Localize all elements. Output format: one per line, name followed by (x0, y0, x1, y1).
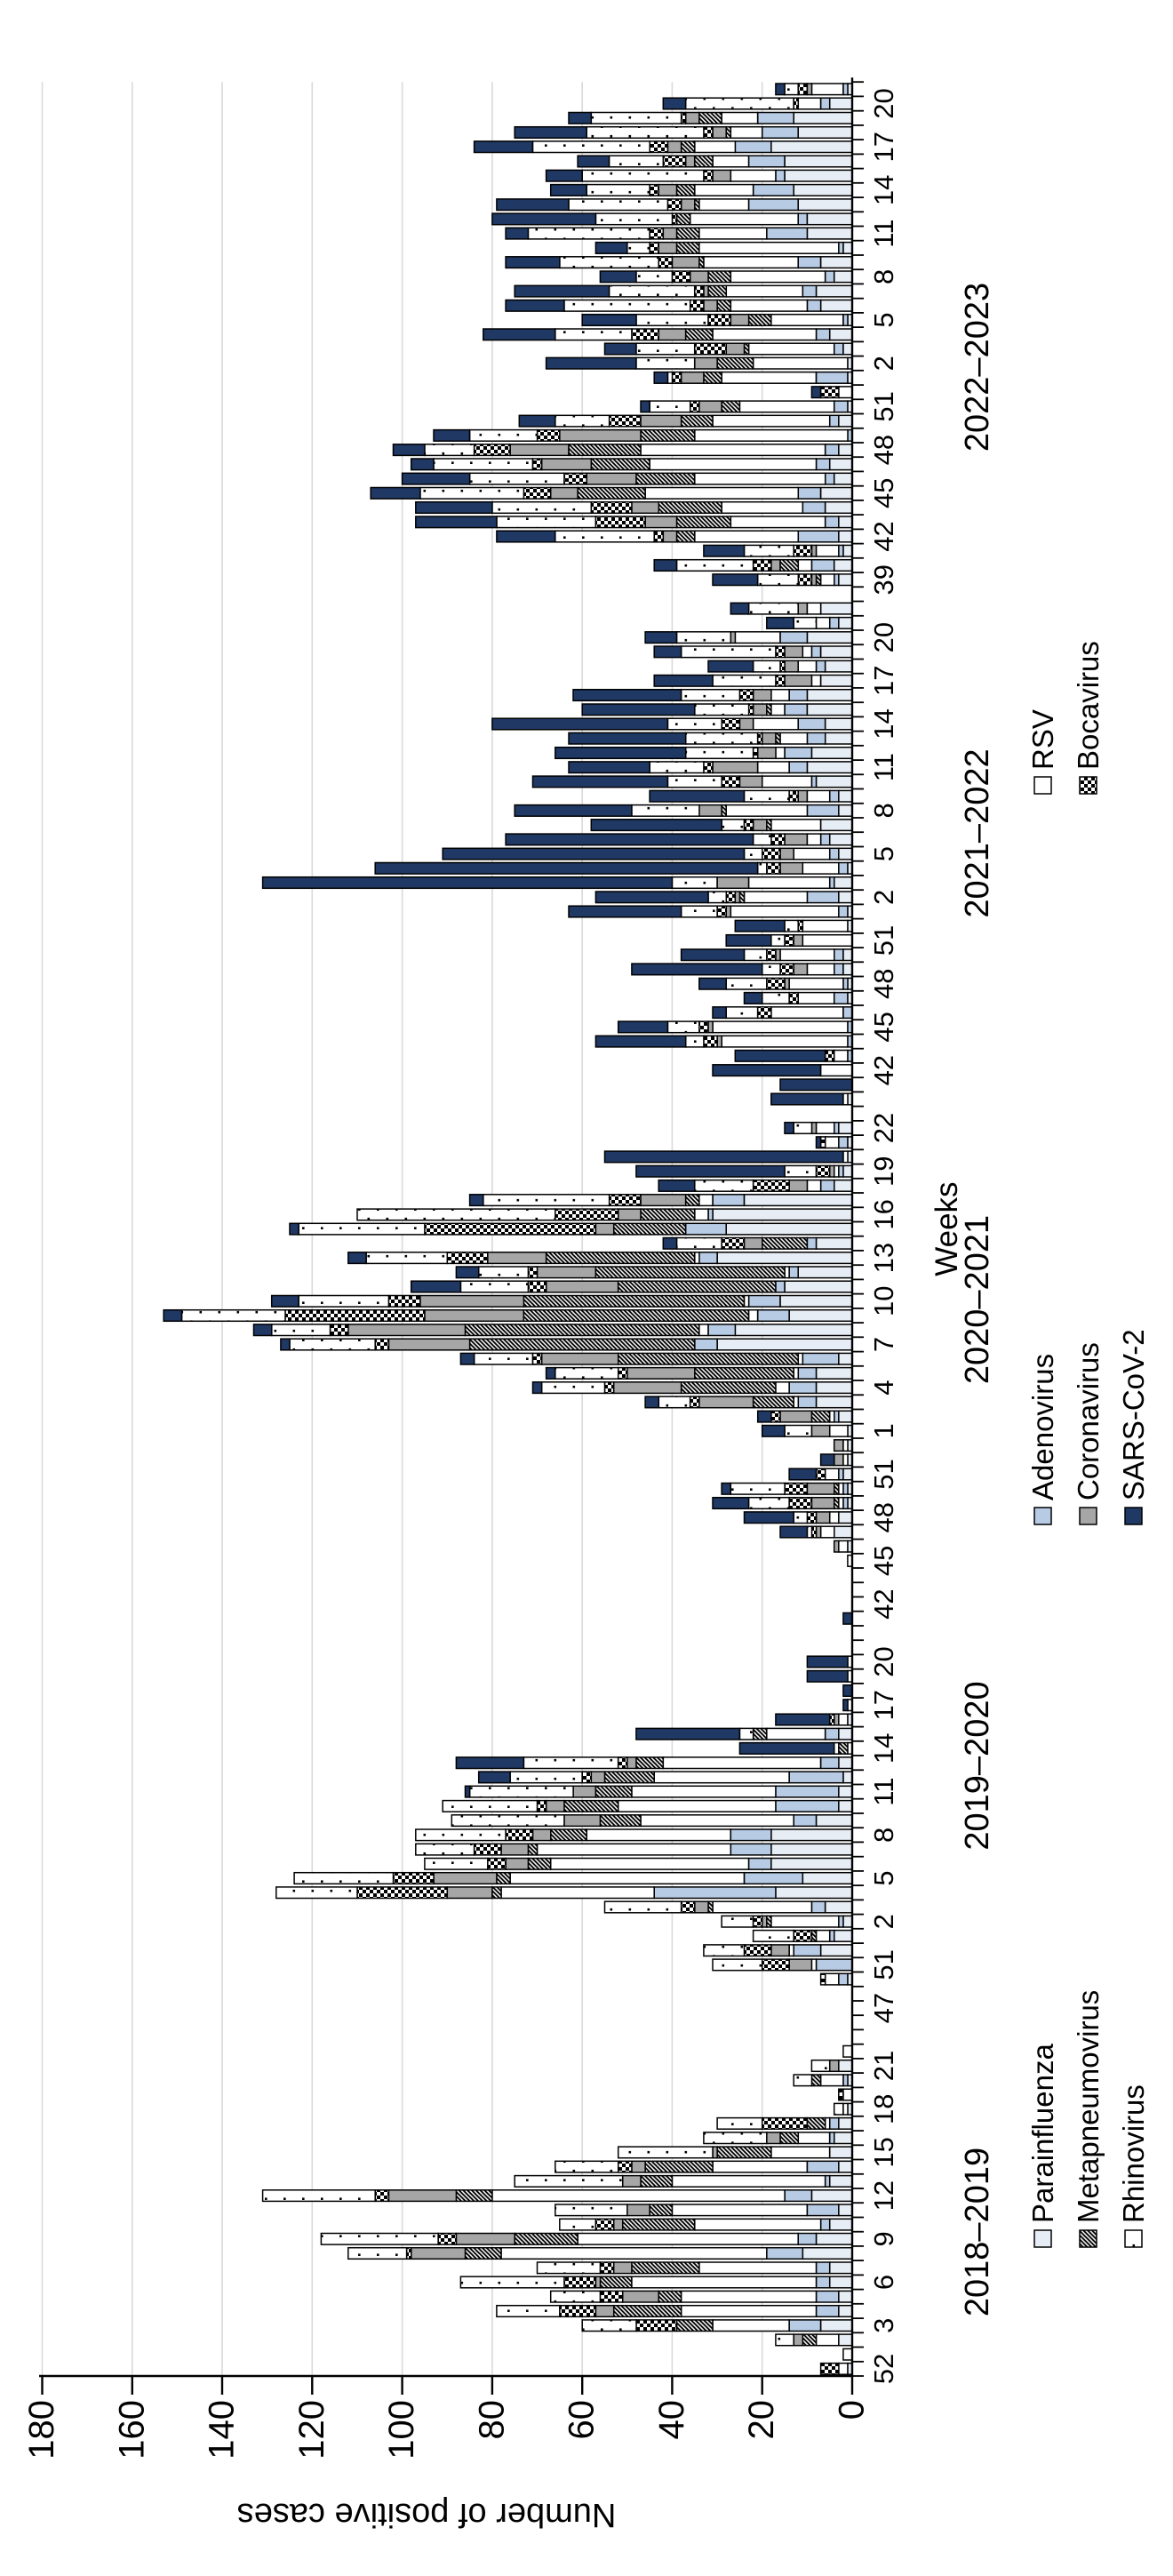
svg-text:2020–2021: 2020–2021 (959, 1215, 996, 1384)
svg-text:17: 17 (868, 666, 899, 696)
svg-text:7: 7 (868, 1337, 899, 1352)
svg-text:45: 45 (868, 1546, 899, 1576)
svg-text:45: 45 (868, 478, 899, 508)
svg-text:18: 18 (868, 2093, 899, 2124)
svg-text:100: 100 (382, 2400, 421, 2460)
svg-text:48: 48 (868, 1502, 899, 1532)
svg-text:39: 39 (868, 564, 899, 595)
svg-text:2022–2023: 2022–2023 (959, 283, 996, 452)
svg-text:22: 22 (868, 1113, 899, 1143)
svg-text:14: 14 (868, 708, 899, 739)
svg-text:10: 10 (868, 1286, 899, 1316)
svg-text:80: 80 (472, 2400, 511, 2440)
svg-text:8: 8 (868, 803, 899, 818)
svg-text:8: 8 (868, 1828, 899, 1843)
svg-text:51: 51 (868, 1459, 899, 1489)
svg-text:2019–2020: 2019–2020 (959, 1681, 996, 1850)
svg-text:180: 180 (22, 2400, 61, 2460)
svg-text:19: 19 (868, 1156, 899, 1186)
svg-text:48: 48 (868, 968, 899, 998)
svg-text:5: 5 (868, 1870, 899, 1885)
svg-text:Metapneumovirus: Metapneumovirus (1072, 1990, 1105, 2223)
svg-text:20: 20 (742, 2400, 781, 2440)
svg-text:SARS-CoV-2: SARS-CoV-2 (1117, 1329, 1150, 1500)
svg-text:51: 51 (868, 1949, 899, 1980)
svg-text:160: 160 (112, 2400, 151, 2460)
svg-text:42: 42 (868, 1055, 899, 1085)
svg-text:20: 20 (868, 88, 899, 118)
svg-text:6: 6 (868, 2275, 899, 2290)
svg-text:Weeks: Weeks (930, 1181, 964, 1276)
svg-text:48: 48 (868, 435, 899, 465)
svg-text:45: 45 (868, 1012, 899, 1042)
svg-text:0: 0 (833, 2400, 872, 2420)
svg-text:20: 20 (868, 622, 899, 652)
svg-text:11: 11 (868, 220, 899, 248)
svg-text:120: 120 (292, 2400, 331, 2460)
svg-text:20: 20 (868, 1646, 899, 1676)
svg-text:2: 2 (868, 1914, 899, 1929)
svg-text:13: 13 (868, 1243, 899, 1273)
svg-text:11: 11 (868, 1778, 899, 1806)
svg-text:RSV: RSV (1026, 709, 1059, 770)
svg-text:Number of positive cases: Number of positive cases (237, 2496, 617, 2533)
svg-text:21: 21 (868, 2051, 899, 2081)
svg-text:11: 11 (868, 753, 899, 781)
svg-text:2: 2 (868, 356, 899, 371)
svg-text:2021–2022: 2021–2022 (959, 748, 996, 917)
svg-text:5: 5 (868, 846, 899, 861)
svg-text:8: 8 (868, 269, 899, 284)
svg-text:14: 14 (868, 175, 899, 205)
svg-text:Adenovirus: Adenovirus (1026, 1354, 1059, 1500)
svg-text:42: 42 (868, 1588, 899, 1619)
svg-text:40: 40 (652, 2400, 691, 2440)
svg-text:Coronavirus: Coronavirus (1072, 1342, 1105, 1500)
svg-text:2018–2019: 2018–2019 (959, 2148, 996, 2316)
svg-text:12: 12 (868, 2180, 899, 2211)
svg-text:1: 1 (868, 1423, 899, 1438)
svg-text:Rhinovirus: Rhinovirus (1117, 2084, 1150, 2223)
svg-text:51: 51 (868, 925, 899, 956)
svg-text:2: 2 (868, 890, 899, 905)
svg-text:17: 17 (868, 1690, 899, 1720)
svg-text:5: 5 (868, 312, 899, 327)
svg-text:60: 60 (563, 2400, 602, 2440)
svg-text:3: 3 (868, 2318, 899, 2333)
svg-text:17: 17 (868, 132, 899, 162)
svg-text:51: 51 (868, 391, 899, 421)
svg-text:Bocavirus: Bocavirus (1072, 641, 1105, 770)
svg-text:14: 14 (868, 1733, 899, 1764)
svg-text:42: 42 (868, 521, 899, 551)
svg-text:16: 16 (868, 1199, 899, 1229)
svg-text:9: 9 (868, 2231, 899, 2246)
svg-text:15: 15 (868, 2137, 899, 2167)
svg-text:Parainfluenza: Parainfluenza (1026, 2044, 1059, 2223)
svg-text:47: 47 (868, 1993, 899, 2023)
svg-text:52: 52 (868, 2354, 899, 2384)
svg-text:140: 140 (203, 2400, 242, 2460)
svg-text:4: 4 (868, 1380, 899, 1395)
